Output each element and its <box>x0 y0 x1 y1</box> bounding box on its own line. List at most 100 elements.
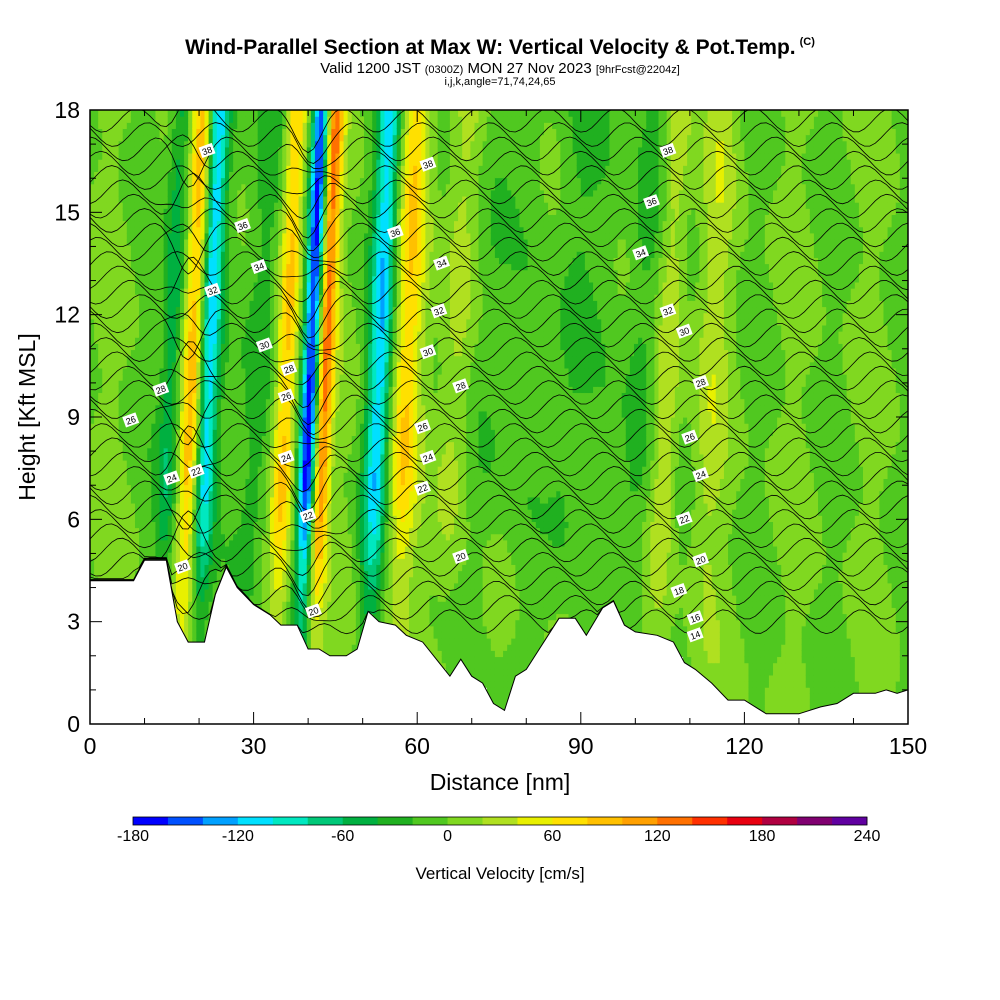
velocity-cell <box>229 251 234 258</box>
velocity-cell <box>331 275 336 283</box>
velocity-cell <box>335 269 341 277</box>
velocity-cell <box>245 288 251 295</box>
velocity-cell <box>274 539 279 547</box>
velocity-cell <box>298 177 304 185</box>
velocity-cell <box>98 238 103 246</box>
velocity-cell <box>126 459 132 467</box>
velocity-cell <box>306 306 312 314</box>
velocity-cell <box>310 294 316 301</box>
velocity-cell <box>208 226 214 234</box>
velocity-cell <box>253 337 259 344</box>
velocity-cell <box>310 410 316 418</box>
velocity-cell <box>327 324 332 332</box>
velocity-cell <box>319 202 324 209</box>
velocity-cell <box>274 374 279 381</box>
velocity-cell <box>310 110 316 117</box>
velocity-cell <box>102 355 107 363</box>
velocity-cell <box>327 447 332 455</box>
velocity-cell <box>257 570 263 578</box>
velocity-cell <box>274 490 279 498</box>
velocity-cell <box>204 484 210 492</box>
velocity-cell <box>233 564 238 572</box>
velocity-cell <box>175 588 181 596</box>
velocity-cell <box>310 533 316 541</box>
velocity-cell <box>212 521 218 529</box>
velocity-cell <box>233 472 238 479</box>
velocity-cell <box>314 146 320 154</box>
velocity-cell <box>224 398 230 406</box>
velocity-cell <box>196 502 202 510</box>
velocity-cell <box>175 392 181 400</box>
velocity-cell <box>171 238 177 246</box>
velocity-cell <box>118 208 124 215</box>
velocity-cell <box>130 232 136 240</box>
velocity-cell <box>319 281 324 289</box>
velocity-cell <box>237 208 242 215</box>
velocity-cell <box>216 343 222 351</box>
velocity-cell <box>216 441 222 449</box>
velocity-cell <box>302 202 308 209</box>
velocity-cell <box>331 398 336 406</box>
velocity-cell <box>237 251 242 258</box>
velocity-cell <box>155 355 161 363</box>
velocity-cell <box>134 281 140 289</box>
velocity-cell <box>147 429 152 437</box>
velocity-cell <box>171 183 177 191</box>
velocity-cell <box>155 312 161 320</box>
velocity-cell <box>90 189 95 197</box>
velocity-cell <box>237 116 242 123</box>
velocity-cell <box>200 134 206 142</box>
velocity-cell <box>245 122 251 130</box>
velocity-cell <box>319 515 324 522</box>
velocity-cell <box>249 527 255 535</box>
velocity-cell <box>249 171 255 179</box>
velocity-cell <box>327 478 332 486</box>
velocity-cell <box>229 374 234 381</box>
velocity-cell <box>114 392 120 400</box>
velocity-cell <box>265 294 271 301</box>
velocity-cell <box>159 245 165 252</box>
velocity-cell <box>110 459 116 467</box>
velocity-cell <box>286 558 292 565</box>
velocity-cell <box>249 306 255 314</box>
velocity-cell <box>241 545 247 553</box>
velocity-cell <box>139 361 144 369</box>
velocity-cell <box>184 238 189 246</box>
velocity-cell <box>171 502 177 510</box>
velocity-cell <box>265 576 271 584</box>
velocity-cell <box>216 122 222 130</box>
velocity-cell <box>139 312 144 320</box>
velocity-cell <box>90 435 95 443</box>
velocity-cell <box>143 159 148 166</box>
velocity-cell <box>319 324 324 332</box>
velocity-cell <box>192 588 197 596</box>
velocity-cell <box>269 404 275 412</box>
velocity-cell <box>110 386 116 394</box>
velocity-cell <box>200 226 206 234</box>
velocity-cell <box>147 490 152 498</box>
velocity-cell <box>323 631 328 639</box>
velocity-cell <box>208 484 214 492</box>
velocity-cell <box>233 515 238 522</box>
velocity-cell <box>335 576 341 584</box>
velocity-cell <box>323 576 328 584</box>
velocity-cell <box>331 613 336 621</box>
velocity-cell <box>184 374 189 381</box>
velocity-cell <box>122 128 128 136</box>
velocity-cell <box>114 318 120 326</box>
velocity-cell <box>151 122 157 130</box>
velocity-cell <box>294 122 300 130</box>
velocity-cell <box>294 195 300 203</box>
velocity-cell <box>331 281 336 289</box>
velocity-cell <box>204 324 210 332</box>
velocity-cell <box>151 459 157 467</box>
velocity-cell <box>298 404 304 412</box>
velocity-cell <box>98 331 103 338</box>
velocity-cell <box>200 128 206 136</box>
velocity-cell <box>224 404 230 412</box>
velocity-cell <box>323 300 328 308</box>
velocity-cell <box>126 539 132 547</box>
velocity-cell <box>278 367 283 375</box>
velocity-cell <box>282 552 287 559</box>
velocity-cell <box>90 312 95 320</box>
